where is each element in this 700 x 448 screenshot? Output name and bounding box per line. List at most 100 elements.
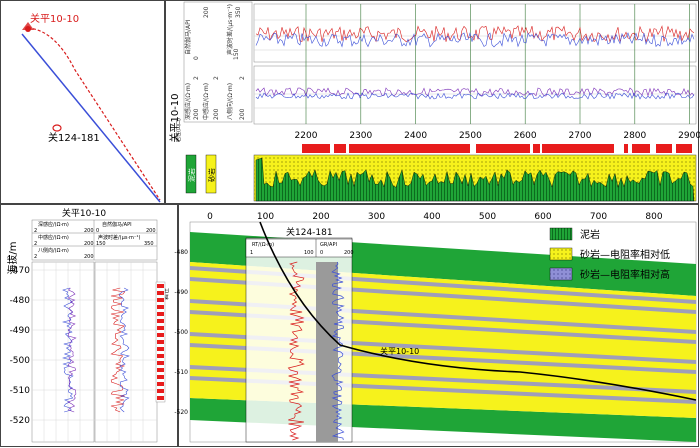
section-x-tick-label: 700 (590, 212, 607, 222)
bl-y-tick-label: -470 (10, 266, 31, 276)
red-bar-gap (530, 144, 533, 153)
bl-y-tick-label: -480 (10, 296, 31, 306)
section-y-tick-label: -500 (174, 329, 188, 336)
section-well-header-rt: RT/(Ω·m) (252, 242, 274, 248)
section-y-tick-label: -510 (174, 369, 188, 376)
section-rt-curve (287, 261, 305, 441)
section-y-tick-label: -480 (174, 249, 188, 256)
bl-header-deep-max: 200 (84, 228, 94, 234)
track1-tick-0: 0 (193, 56, 200, 60)
bl-y-tick-label: -500 (10, 356, 31, 366)
section-well-gr-min: 0 (320, 250, 323, 256)
section-trajectory (259, 221, 697, 401)
depth-tick-label: 2200 (295, 131, 318, 141)
bl-lith-red-segment (157, 382, 164, 386)
section-x-tick-label: 800 (645, 212, 662, 222)
depth-axis: 2200 2300 2400 2500 2600 2700 2800 2900 (295, 131, 700, 141)
bl-mid-resistivity-curve (67, 287, 77, 413)
section-y-tick-label: -490 (174, 289, 188, 296)
lith-box-sand-label: 砂岩 (207, 168, 216, 182)
bl-ac-curve (119, 287, 130, 413)
bl-grid (32, 262, 157, 442)
bl-lith-red-segment (157, 389, 164, 393)
bl-lith-red-segment (157, 326, 164, 330)
bl-header-gr-min: 0 (96, 228, 99, 234)
depth-tick-label: 2400 (404, 131, 427, 141)
track2-tick-3: 200 (213, 108, 220, 120)
section-legend: 泥岩 砂岩—电阻率相对低 砂岩—电阻率相对高 (549, 227, 670, 281)
top-log-title: 关平10-10 (168, 93, 181, 142)
bl-lith-red-segment (157, 361, 164, 365)
section-well-rt-min: 1 (250, 250, 253, 256)
depth-tick-label: 2700 (569, 131, 592, 141)
bl-header-gr-max: 200 (146, 228, 156, 234)
lith-mudstone-fill (255, 157, 695, 202)
bl-header-gr: 自然伽马/API (102, 221, 132, 228)
trajectory-red-line (27, 27, 161, 201)
bl-header-mid-min: 2 (34, 241, 37, 247)
red-bar-gap (672, 144, 676, 153)
track2-label-mid: 中感应/(Ω·m) (202, 83, 210, 120)
bl-plot-1 (31, 261, 95, 443)
red-bar-gap (650, 144, 656, 153)
bl-lith-red-segment (157, 354, 164, 358)
track2-tick-4: 2 (239, 76, 246, 80)
top-ac-curve (255, 31, 695, 48)
bl-lith-red-segment (157, 347, 164, 351)
depth-tick-label: 2500 (459, 131, 482, 141)
section-x-tick-label: 500 (479, 212, 496, 222)
lith-box-sand (205, 154, 217, 194)
lith-box-mud-label: 泥岩 (187, 168, 196, 182)
red-bar-gap (614, 144, 624, 153)
section-x-tick-label: 300 (368, 212, 385, 222)
bl-y-tick-label: -520 (10, 416, 31, 426)
bl-lith-red-segment (157, 284, 164, 288)
depth-tick-label: 2800 (623, 131, 646, 141)
bl-header-ac-max: 350 (144, 241, 154, 247)
section-y-axis: -480 -490 -500 -510 -520 (174, 249, 188, 416)
bl-lith-red-segment (157, 312, 164, 316)
section-x-tick-label: 400 (423, 212, 440, 222)
bl-gr-curve (110, 287, 126, 413)
bl-header-deep-min: 2 (34, 228, 37, 234)
top-track2-plot (253, 65, 697, 125)
legend-label-mudstone: 泥岩 (580, 228, 600, 241)
bl-header-deep: 深感应/(Ω·m) (38, 221, 69, 228)
bl-lith-red-segment (157, 319, 164, 323)
bl-header-mid: 中感应/(Ω·m) (38, 234, 69, 241)
bl-header-mid-max: 200 (84, 241, 94, 247)
well-b-label: 关124-181 (48, 131, 100, 144)
bottom-left-panel: 关平10-10 海拔/m 深感应/(Ω·m) 2 200 自然伽马/API 0 … (6, 207, 170, 443)
legend-swatch-sand-high (549, 267, 573, 281)
bl-lith-red-segment (157, 375, 164, 379)
section-well-title: 关124-181 (286, 226, 333, 238)
top-vertical-grid (305, 4, 690, 124)
section-panel: 0 100 200 300 400 500 600 700 800 -480 -490 -500 -5… (174, 212, 697, 443)
bl-title: 关平10-10 (62, 207, 106, 219)
bl-header-lat: 八侧向/(Ω·m) (38, 247, 69, 254)
section-well-gray (316, 262, 338, 442)
section-well-gr-max: 200 (344, 250, 354, 256)
well-a-label: 关平10-10 (30, 12, 79, 25)
track1-tick-1: 200 (203, 6, 210, 18)
track2-tick-5: 200 (239, 108, 246, 120)
track1-label-ac: 声波时差/(μs·m⁻¹) (226, 4, 234, 55)
lith-box-mud (185, 154, 197, 194)
top-log-panel: 关平10-10 自然伽马/API 声波时差/(μs·m⁻¹) 0 200 150… (168, 1, 700, 202)
top-track1-plot (253, 3, 697, 63)
bl-header-lat-min: 2 (34, 254, 37, 260)
track1-label-gr: 自然伽马/API (184, 19, 192, 55)
bl-lith-red-segment (157, 333, 164, 337)
section-x-tick-label: 100 (257, 212, 274, 222)
well-b-marker (52, 124, 62, 132)
bl-headers: 深感应/(Ω·m) 2 200 自然伽马/API 0 200 中感应/(Ω·m)… (31, 219, 158, 261)
bl-lith-red-segment (157, 340, 164, 344)
top-mid-resistivity-curve (255, 92, 695, 100)
bl-plot-2 (94, 261, 158, 443)
bl-header-lat-max: 200 (84, 254, 94, 260)
bl-lith-red-segment (157, 305, 164, 309)
track2-label-deep: 深感应/(Ω·m) (184, 83, 192, 120)
map-panel: 关平10-10 关124-181 (21, 12, 161, 203)
section-x-tick-label: 0 (207, 212, 213, 222)
